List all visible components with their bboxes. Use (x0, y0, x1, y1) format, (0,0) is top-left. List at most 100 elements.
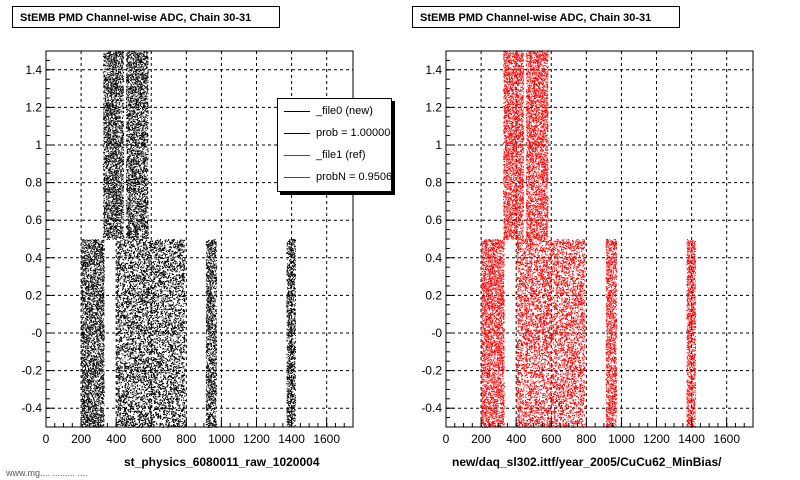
data-point (91, 264, 93, 265)
data-point (94, 320, 96, 322)
data-point (88, 251, 90, 253)
data-point (95, 393, 97, 395)
data-point (97, 351, 99, 353)
data-point (82, 342, 84, 344)
data-point (119, 213, 121, 215)
data-point (95, 352, 96, 354)
data-point (120, 137, 122, 139)
data-point (112, 173, 113, 175)
data-point (118, 192, 120, 194)
data-point (121, 228, 123, 230)
data-point (101, 369, 103, 371)
data-point (84, 319, 86, 321)
data-point (122, 153, 124, 155)
data-point (87, 289, 89, 291)
data-point (99, 404, 101, 405)
data-point (89, 317, 91, 319)
data-point (87, 393, 88, 395)
data-point (86, 293, 87, 295)
data-point (92, 368, 94, 370)
data-point (83, 423, 85, 424)
data-point (90, 263, 92, 265)
data-point (98, 290, 100, 292)
data-point (113, 68, 114, 70)
data-point (119, 191, 120, 193)
data-point (110, 181, 112, 183)
data-point (94, 358, 96, 360)
data-point (109, 200, 111, 202)
data-point (89, 391, 91, 393)
data-point (90, 381, 92, 383)
data-point (99, 383, 101, 385)
data-point (94, 293, 96, 295)
data-point (91, 376, 93, 378)
data-point (118, 127, 120, 129)
data-point (105, 191, 107, 193)
data-point (95, 290, 96, 292)
data-point (110, 226, 112, 228)
data-point (91, 340, 93, 342)
data-point (81, 362, 83, 363)
data-point (96, 387, 98, 389)
data-point (81, 350, 83, 352)
data-point (119, 65, 121, 67)
data-point (122, 86, 124, 88)
data-point (86, 344, 88, 346)
data-point (122, 90, 124, 92)
data-point (94, 343, 95, 345)
data-point (85, 282, 87, 283)
data-point (101, 412, 103, 414)
data-point (118, 148, 119, 150)
data-point (102, 306, 104, 308)
data-point (90, 352, 92, 354)
data-point (99, 344, 101, 345)
data-point (88, 352, 90, 354)
data-point (122, 155, 124, 157)
data-point (87, 379, 89, 381)
data-point (113, 143, 114, 145)
data-point (97, 328, 99, 330)
data-point (83, 408, 85, 410)
data-point (100, 297, 102, 298)
data-point (81, 299, 83, 301)
data-point (108, 63, 110, 65)
data-point (81, 317, 83, 319)
data-point (84, 411, 86, 413)
data-point (88, 264, 90, 266)
data-point (84, 313, 86, 315)
data-point (104, 142, 106, 143)
data-point (113, 105, 115, 107)
data-point (113, 55, 115, 57)
data-point (96, 294, 98, 296)
data-point (103, 387, 105, 389)
data-point (102, 402, 104, 404)
data-point (101, 288, 103, 289)
data-point (95, 425, 97, 427)
data-point (90, 370, 92, 372)
data-point (81, 361, 83, 362)
data-point (98, 359, 100, 361)
data-point (103, 303, 105, 305)
data-point (92, 290, 94, 292)
data-point (89, 314, 91, 316)
data-point (93, 376, 95, 378)
data-point (84, 373, 86, 375)
data-point (101, 324, 103, 326)
data-point (99, 260, 101, 262)
data-point (88, 315, 90, 317)
data-point (98, 251, 100, 252)
data-point (84, 419, 86, 421)
data-point (111, 101, 113, 103)
data-point (97, 340, 98, 342)
data-point (96, 414, 98, 415)
data-point (81, 326, 83, 327)
data-point (121, 196, 123, 198)
data-point (99, 397, 101, 399)
data-point (95, 312, 97, 314)
data-point (95, 394, 97, 395)
data-point (89, 361, 91, 363)
data-point (99, 305, 100, 307)
data-point (84, 392, 86, 394)
data-point (88, 409, 90, 411)
data-point (86, 319, 88, 321)
